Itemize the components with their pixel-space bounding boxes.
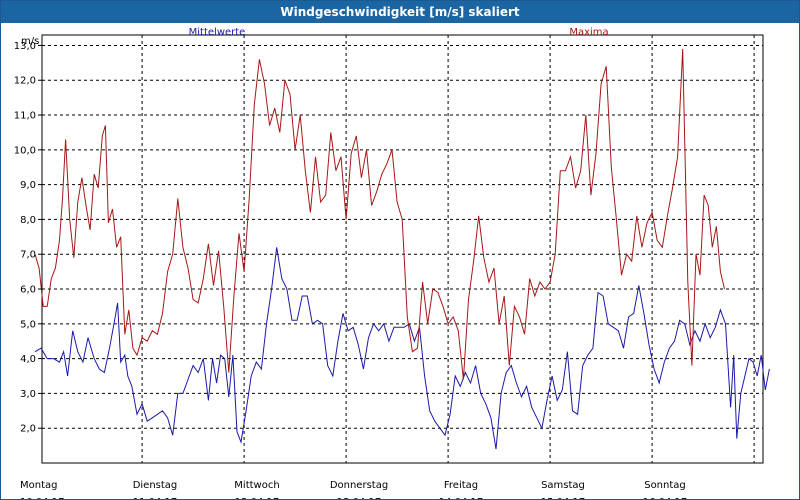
y-tick-label: 4,0 — [20, 354, 36, 365]
window-title: Windgeschwindigkeit [m/s] skaliert — [1, 1, 799, 23]
x-tick-day: Sonntag — [644, 480, 686, 491]
grid — [42, 35, 763, 463]
x-tick-date: 16.04.17 — [643, 497, 688, 499]
x-tick-day: Dienstag — [133, 480, 178, 491]
x-tick-day: Donnerstag — [330, 480, 388, 491]
x-tick-day: Mittwoch — [234, 480, 279, 491]
y-tick-label: 13,0 — [14, 41, 36, 52]
x-tick-date: 12.04.17 — [235, 497, 280, 499]
y-tick-label: 3,0 — [20, 389, 36, 400]
y-tick-label: 8,0 — [20, 215, 36, 226]
y-tick-label: 5,0 — [20, 319, 36, 330]
legend-mittelwerte: Mittelwerte — [189, 27, 246, 38]
y-tick-label: 10,0 — [14, 145, 36, 156]
y-tick-label: 7,0 — [20, 250, 36, 261]
y-tick-label: 2,0 — [20, 424, 36, 435]
x-tick-day: Montag — [20, 480, 57, 491]
series-layer — [34, 48, 770, 450]
x-tick-date: 14.04.17 — [439, 497, 484, 499]
y-tick-label: 9,0 — [20, 180, 36, 191]
axis-layer: 2,0 3,0 4,0 5,0 6,0 7,0 8,0 9,0 10,0 11,0 12,0 13,0… — [14, 41, 688, 499]
x-tick-date: 13.04.17 — [337, 497, 382, 499]
y-tick-label: 6,0 — [20, 285, 36, 296]
x-tick-day: Samstag — [541, 480, 585, 491]
y-tick-label: 11,0 — [14, 111, 36, 122]
chart: 2,0 3,0 4,0 5,0 6,0 7,0 8,0 9,0 10,0 11,0 12,0 13,0… — [14, 27, 770, 499]
y-tick-label: 12,0 — [14, 76, 36, 87]
x-tick-date: 11.04.17 — [133, 497, 178, 499]
series-line-mittelwerte — [34, 247, 770, 450]
x-tick-date: 10.04.17 — [20, 497, 65, 499]
x-tick-date: 15.04.17 — [541, 497, 586, 499]
x-tick-day: Freitag — [444, 480, 478, 491]
plot-area — [41, 34, 764, 464]
y-axis-unit-label: m/s — [21, 36, 39, 47]
legend-maxima: Maxima — [569, 27, 608, 38]
series-line-maxima — [34, 48, 725, 380]
